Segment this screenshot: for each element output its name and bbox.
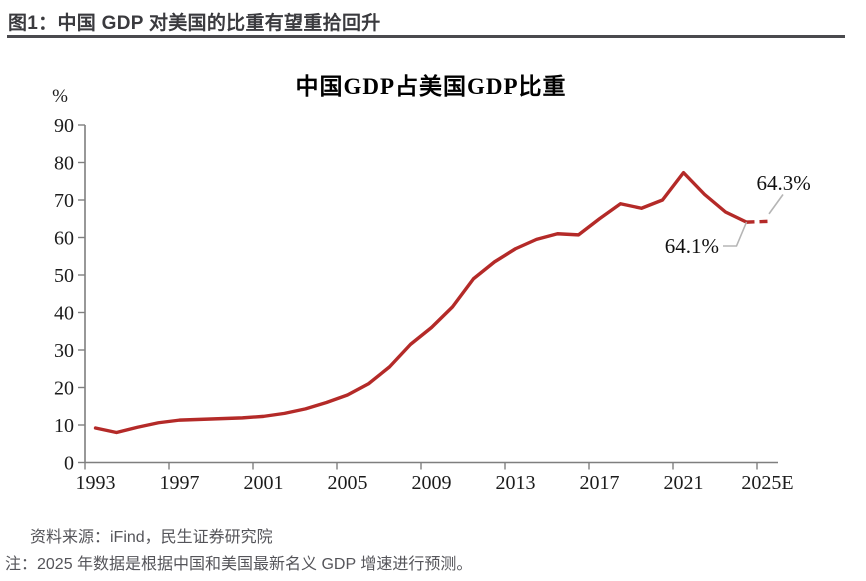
x-axis-tick-label: 2005 (328, 472, 368, 494)
y-axis-tick-label: 60 (54, 228, 74, 250)
x-axis-tick-label: 2001 (244, 472, 284, 494)
y-axis-tick-label: 10 (54, 415, 74, 437)
y-axis-tick-label: 0 (64, 453, 74, 475)
y-axis-tick-label: 90 (54, 115, 74, 137)
x-axis-tick-label: 2017 (580, 472, 620, 494)
annotation-leader-line (768, 194, 784, 215)
x-axis-tick-label: 1993 (76, 472, 116, 494)
x-axis-tick-label: 2025E (741, 472, 793, 494)
annotation-label: 64.1% (665, 234, 719, 258)
forecast-method-note: 注：2025 年数据是根据中国和美国最新名义 GDP 增速进行预测。 (5, 556, 473, 573)
y-axis-tick-label: 80 (54, 153, 74, 175)
y-axis-tick-label: 70 (54, 190, 74, 212)
header-underline (7, 35, 845, 38)
x-axis-tick-label: 1997 (160, 472, 200, 494)
y-axis-tick-label: 20 (54, 378, 74, 400)
gdp-ratio-line (93, 170, 749, 435)
figure-header: 图1：中国 GDP 对美国的比重有望重拾回升 (8, 8, 848, 35)
annotation-leader-line (723, 221, 748, 247)
chart-title: 中国GDP占美国GDP比重 (295, 73, 566, 99)
x-axis-tick-label: 2013 (496, 472, 536, 494)
data-source-note: 资料来源：iFind，民生证券研究院 (30, 529, 273, 546)
y-axis-tick-label: 50 (54, 265, 74, 287)
y-axis-tick-label: 40 (54, 303, 74, 325)
y-axis-tick-label: 30 (54, 340, 74, 362)
x-axis-tick-label: 2021 (664, 472, 704, 494)
gdp-ratio-forecast-dash (746, 219, 768, 224)
x-axis-tick-label: 2009 (412, 472, 452, 494)
annotation-label: 64.3% (757, 171, 811, 195)
y-axis-unit-label: % (52, 86, 68, 107)
figure-title: 图1：中国 GDP 对美国的比重有望重拾回升 (8, 13, 381, 34)
